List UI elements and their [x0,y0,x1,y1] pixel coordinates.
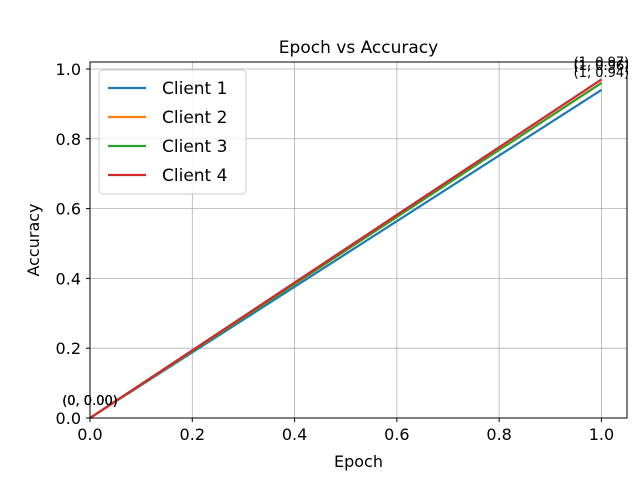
x-tick-label: 0.0 [77,425,102,444]
x-tick-label: 0.4 [282,425,307,444]
x-tick-label: 0.6 [384,425,409,444]
y-tick-label: 0.0 [56,409,81,428]
x-axis-title: Epoch [334,452,383,471]
x-tick-label: 1.0 [589,425,614,444]
y-tick-label: 1.0 [56,60,81,79]
chart-title: Epoch vs Accuracy [279,38,438,58]
legend-label-client-2: Client 2 [162,108,227,128]
data-label-client-1: (1, 0.94) [574,66,630,81]
point-annotations: (0, 0.00)(1, 0.94)(0, 0.00)(1, 0.96)(0, … [62,55,629,409]
y-tick-label: 0.6 [56,200,81,219]
y-tick-label: 0.8 [56,130,81,149]
plot-frame [89,61,628,419]
series-lines [89,78,603,419]
axis-ticks: 0.0 0.2 0.4 0.6 0.8 1.0 0.0 0.2 0.4 0.6 0.8 1.0 [56,60,615,444]
y-axis-title: Accuracy [24,203,43,276]
legend-label-client-3: Client 3 [162,137,227,157]
data-label-client-4: (1, 0.97) [574,55,630,70]
y-tick-label: 0.4 [56,269,81,288]
grid [89,62,627,419]
legend: Client 1 Client 2 Client 3 Client 4 [98,69,247,195]
legend-label-client-1: Client 1 [162,79,227,99]
legend-box [98,69,247,195]
data-label-client-3: (1, 0.96) [574,59,630,74]
legend-label-client-4: Client 4 [162,166,227,186]
y-tick-label: 0.2 [56,339,81,358]
data-label-client-2: (1, 0.96) [574,59,630,74]
x-tick-label: 0.2 [180,425,205,444]
x-tick-label: 0.8 [486,425,511,444]
series-line-client-4 [89,78,603,419]
